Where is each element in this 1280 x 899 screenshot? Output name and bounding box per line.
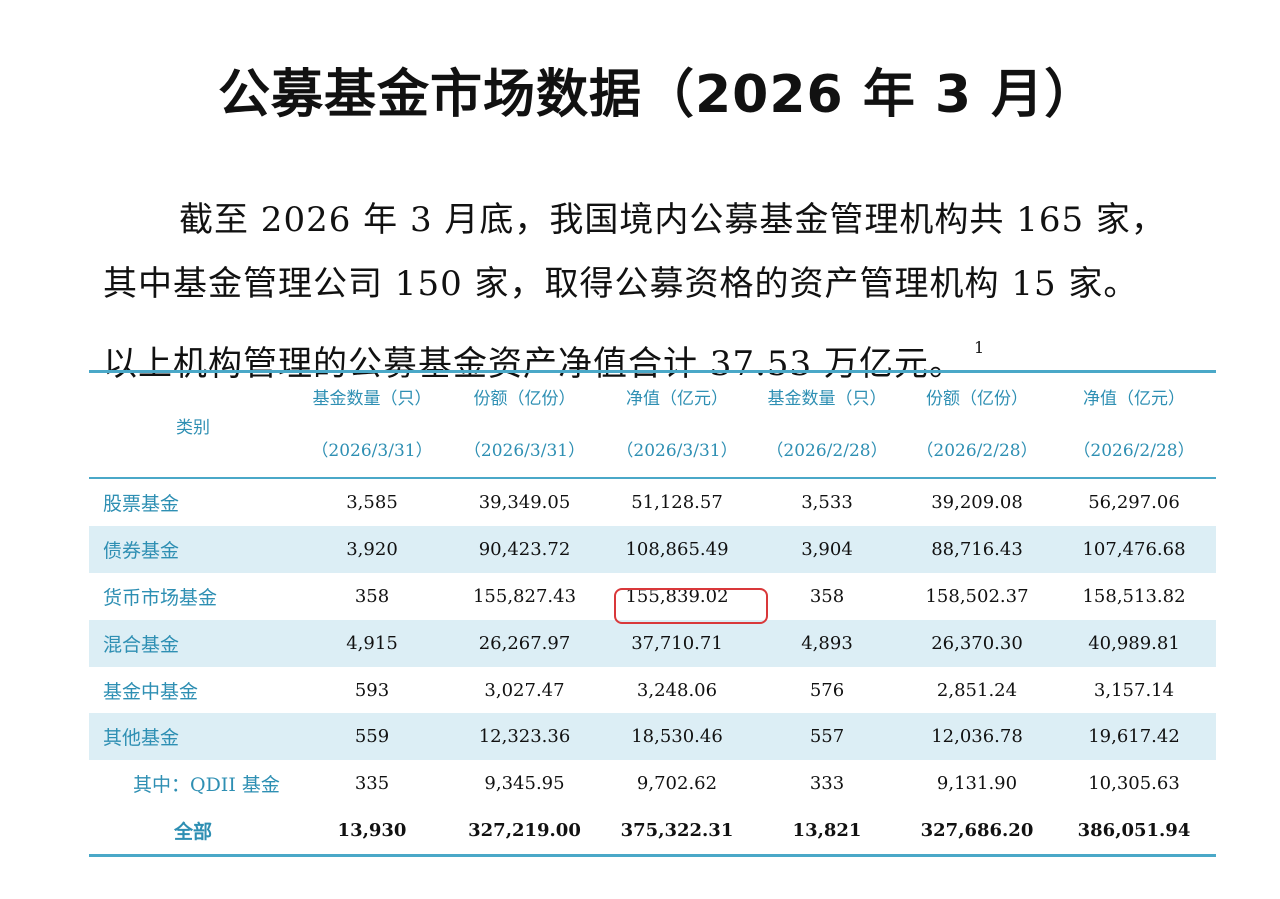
table-cell: 39,349.05	[478, 491, 571, 513]
table-cell: 37,710.71	[602, 619, 752, 667]
header-col-name: 净值（亿元）	[1083, 389, 1185, 409]
table-cell: 358	[354, 585, 390, 607]
table-cell: 358	[809, 585, 845, 607]
header-col-name: 份额（亿份）	[926, 389, 1028, 409]
table-row-bond: 债券基金 3,920 90,423.72 108,865.49 3,904 88…	[89, 525, 1216, 573]
table-cell: 3,157.14	[1093, 679, 1175, 701]
table-cell: 19,617.42	[1052, 713, 1216, 761]
table-cell: 26,370.30	[902, 619, 1052, 667]
table-cell: 557	[752, 713, 902, 761]
summary-line-2: 其中基金管理公司 150 家，取得公募资格的资产管理机构 15 家。	[103, 264, 1139, 304]
table-cell: 576	[809, 679, 845, 701]
header-col-date: （2026/2/28）	[1073, 441, 1195, 461]
table-cell: 12,323.36	[447, 713, 602, 761]
table-cell: 107,476.68	[1052, 525, 1216, 573]
row-category: 股票基金	[103, 492, 180, 515]
table-cell: 13,821	[792, 820, 862, 842]
header-col-shares-feb: 份额（亿份） （2026/2/28）	[902, 371, 1052, 479]
summary-line-1: 截至 2026 年 3 月底，我国境内公募基金管理机构共 165 家，	[179, 200, 1166, 240]
table-cell: 327,219.00	[468, 820, 581, 842]
header-col-date: （2026/3/31）	[311, 441, 433, 461]
table-cell: 386,051.94	[1077, 820, 1191, 842]
table-cell: 51,128.57	[631, 491, 723, 513]
table-cell: 158,513.82	[1082, 585, 1186, 607]
table-cell: 9,345.95	[484, 773, 565, 795]
header-col-count-feb: 基金数量（只） （2026/2/28）	[752, 371, 902, 479]
table-cell: 4,893	[752, 619, 902, 667]
header-col-nav-feb: 净值（亿元） （2026/2/28）	[1052, 371, 1216, 479]
header-col-name: 基金数量（只）	[767, 389, 887, 409]
table-cell: 88,716.43	[902, 525, 1052, 573]
table-cell: 375,322.31	[620, 820, 734, 842]
table-cell: 90,423.72	[447, 525, 602, 573]
highlight-box	[614, 588, 768, 624]
row-category: 其他基金	[89, 713, 297, 761]
table-cell: 2,851.24	[936, 679, 1018, 701]
table-row-total: 全部 13,930 327,219.00 375,322.31 13,821 3…	[89, 807, 1216, 855]
table-cell: 333	[809, 773, 845, 795]
table-cell: 3,585	[346, 491, 398, 513]
row-category: 货币市场基金	[103, 586, 218, 609]
row-category: 全部	[173, 821, 212, 844]
table-row-qdii: 其中：QDII 基金 335 9,345.95 9,702.62 333 9,1…	[89, 760, 1216, 807]
table-row-mixed: 混合基金 4,915 26,267.97 37,710.71 4,893 26,…	[89, 619, 1216, 667]
header-col-name: 基金数量（只）	[312, 389, 432, 409]
table-cell: 13,930	[337, 820, 407, 842]
table-cell: 3,248.06	[636, 679, 718, 701]
table-cell: 9,131.90	[936, 773, 1018, 795]
table-cell: 155,827.43	[472, 585, 577, 607]
page-title: 公募基金市场数据（2026 年 3 月）	[218, 65, 1098, 125]
header-col-name: 净值（亿元）	[626, 389, 728, 409]
table-cell: 9,702.62	[636, 773, 718, 795]
table-cell: 3,533	[801, 491, 853, 513]
table-header-row: 类别 基金数量（只） （2026/3/31） 份额（亿份） （2026/3/31） …	[89, 371, 1216, 479]
table-cell: 559	[297, 713, 447, 761]
table-cell: 18,530.46	[602, 713, 752, 761]
table-cell: 10,305.63	[1088, 773, 1180, 795]
row-category: 混合基金	[89, 619, 297, 667]
header-col-date: （2026/2/28）	[916, 441, 1038, 461]
highlighted-cell: 155,839.02	[625, 585, 729, 607]
table-cell: 3,920	[297, 525, 447, 573]
header-col-date: （2026/2/28）	[766, 441, 888, 461]
header-col-date: （2026/3/31）	[463, 441, 586, 461]
table-cell: 158,502.37	[925, 585, 1029, 607]
table-row-money-market: 货币市场基金 358 155,827.43 155,839.02 358 158…	[89, 573, 1216, 620]
table-cell: 3,027.47	[484, 679, 565, 701]
table-cell: 335	[354, 773, 390, 795]
footnote-marker: 1	[973, 338, 986, 357]
table-row-other: 其他基金 559 12,323.36 18,530.46 557 12,036.…	[89, 713, 1216, 761]
table-cell: 4,915	[297, 619, 447, 667]
table-cell: 327,686.20	[920, 820, 1034, 842]
table-cell: 26,267.97	[447, 619, 602, 667]
table-cell: 108,865.49	[602, 525, 752, 573]
table-row-stock: 股票基金 3,585 39,349.05 51,128.57 3,533 39,…	[89, 478, 1216, 526]
table-cell: 40,989.81	[1052, 619, 1216, 667]
table-cell: 56,297.06	[1088, 491, 1180, 513]
table-cell: 593	[354, 679, 390, 701]
fund-data-table: 类别 基金数量（只） （2026/3/31） 份额（亿份） （2026/3/31） …	[89, 370, 1216, 858]
table-cell: 3,904	[752, 525, 902, 573]
header-category: 类别	[89, 371, 297, 479]
row-category: 基金中基金	[103, 680, 199, 703]
header-col-count-mar: 基金数量（只） （2026/3/31）	[297, 371, 447, 479]
table-cell: 12,036.78	[902, 713, 1052, 761]
header-col-nav-mar: 净值（亿元） （2026/3/31）	[602, 371, 752, 479]
table-row-fof: 基金中基金 593 3,027.47 3,248.06 576 2,851.24…	[89, 667, 1216, 714]
header-col-date: （2026/3/31）	[616, 441, 738, 461]
row-category: 债券基金	[89, 525, 297, 573]
header-col-name: 份额（亿份）	[473, 389, 576, 409]
header-col-shares-mar: 份额（亿份） （2026/3/31）	[447, 371, 602, 479]
table-cell: 39,209.08	[931, 491, 1023, 513]
summary-paragraph: 截至 2026 年 3 月底，我国境内公募基金管理机构共 165 家， 其中基金…	[103, 188, 1223, 396]
row-category: 其中：QDII 基金	[133, 774, 280, 797]
